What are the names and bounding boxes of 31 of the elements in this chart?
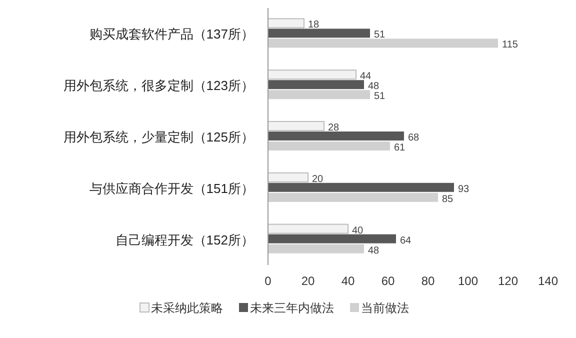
data-label: 48 xyxy=(368,81,380,92)
y-tick-label: 购买成套软件产品（137所） xyxy=(89,26,254,42)
data-label: 28 xyxy=(328,122,340,134)
data-label: 44 xyxy=(360,71,372,82)
data-label: 18 xyxy=(308,20,320,31)
data-label: 51 xyxy=(374,91,386,102)
data-label: 64 xyxy=(400,235,412,246)
y-tick-label: 与供应商合作开发（151所） xyxy=(89,180,254,196)
legend-label: 当前做法 xyxy=(361,301,409,315)
x-tick-label: 60 xyxy=(381,274,395,288)
x-tick-label: 0 xyxy=(264,274,272,288)
data-label: 115 xyxy=(502,40,518,51)
x-tick-label: 120 xyxy=(498,274,518,288)
x-tick-label: 80 xyxy=(421,274,435,288)
legend-label: 未采纳此策略 xyxy=(151,301,223,315)
x-tick-label: 140 xyxy=(538,274,558,288)
data-label: 61 xyxy=(394,142,406,154)
data-label: 20 xyxy=(312,174,324,185)
y-tick-label: 用外包系统，很多定制（123所） xyxy=(63,78,254,94)
x-tick-label: 20 xyxy=(301,274,315,288)
legend-label: 未来三年内做法 xyxy=(250,301,334,315)
data-label: 85 xyxy=(442,194,454,205)
y-tick-label: 自己编程开发（152所） xyxy=(115,232,254,248)
x-tick-label: 40 xyxy=(341,274,355,288)
y-tick-label: 用外包系统，少量定制（125所） xyxy=(63,130,254,144)
data-label: 40 xyxy=(352,225,364,236)
data-label: 93 xyxy=(458,184,470,195)
x-tick-label: 100 xyxy=(458,274,478,288)
data-label: 51 xyxy=(374,30,386,41)
data-label: 68 xyxy=(408,132,420,144)
data-label: 48 xyxy=(368,245,380,256)
